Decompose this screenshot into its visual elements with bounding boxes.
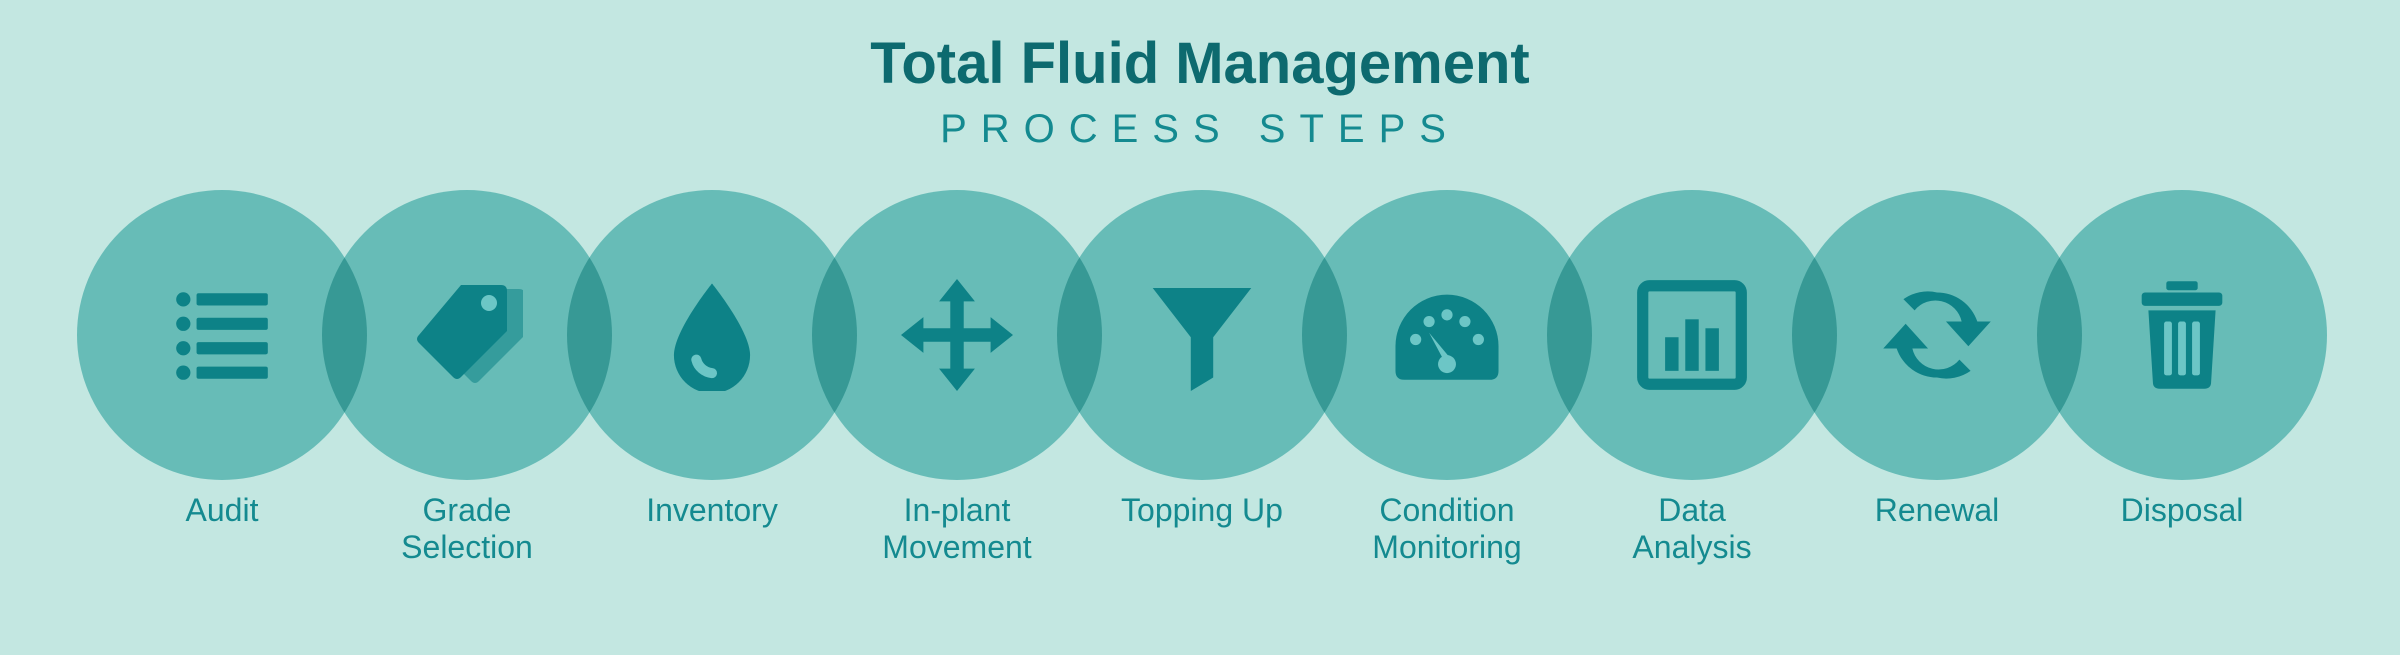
step-label: DataAnalysis [1572,492,1812,566]
step-label: Renewal [1817,492,2057,529]
step-label: Inventory [592,492,832,529]
step-label: Disposal [2062,492,2302,529]
step-label: In-plantMovement [837,492,1077,566]
step-label: Topping Up [1082,492,1322,529]
title-main: Total Fluid Management [0,30,2400,97]
infographic-canvas: Total Fluid Management PROCESS STEPS [0,0,2400,655]
title-sub: PROCESS STEPS [0,107,2400,152]
step-circle [2037,190,2327,480]
title-block: Total Fluid Management PROCESS STEPS [0,30,2400,152]
step-label: GradeSelection [347,492,587,566]
step-label: ConditionMonitoring [1327,492,1567,566]
step-label: Audit [102,492,342,529]
